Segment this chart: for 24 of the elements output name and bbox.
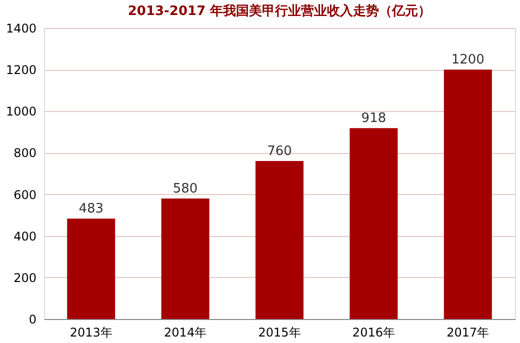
bar [256, 161, 304, 319]
bar [444, 70, 492, 319]
bar [350, 128, 398, 319]
x-tick-label: 2017年 [446, 326, 490, 340]
data-label: 760 [267, 144, 292, 160]
y-tick-label: 400 [14, 229, 36, 244]
data-label: 580 [172, 181, 198, 196]
data-label: 1200 [451, 52, 484, 68]
bar [67, 218, 116, 319]
y-tick-label: 1400 [6, 22, 36, 36]
y-tick-label: 1200 [6, 63, 36, 78]
y-tick-label: 200 [14, 270, 36, 285]
bar [161, 198, 210, 319]
x-tick-label: 2016年 [352, 326, 395, 340]
y-tick-label: 600 [14, 188, 36, 202]
x-tick-label: 2013年 [70, 326, 112, 340]
y-tick-label: 800 [14, 146, 36, 160]
y-tick-label: 0 [28, 312, 36, 326]
chart-title: 2013-2017 年我国美甲行业营业收入走势（亿元） [128, 3, 432, 19]
x-tick-label: 2015年 [258, 326, 301, 340]
data-label: 918 [361, 111, 386, 126]
y-tick-label: 1000 [6, 104, 36, 119]
data-label: 483 [78, 202, 104, 217]
x-tick-label: 2014年 [164, 326, 207, 340]
